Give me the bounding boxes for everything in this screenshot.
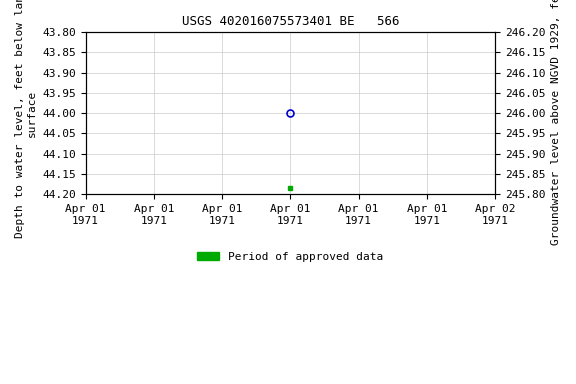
Y-axis label: Groundwater level above NGVD 1929, feet: Groundwater level above NGVD 1929, feet [551,0,561,245]
Legend: Period of approved data: Period of approved data [193,248,388,266]
Y-axis label: Depth to water level, feet below land
surface: Depth to water level, feet below land su… [15,0,37,238]
Title: USGS 402016075573401 BE   566: USGS 402016075573401 BE 566 [181,15,399,28]
